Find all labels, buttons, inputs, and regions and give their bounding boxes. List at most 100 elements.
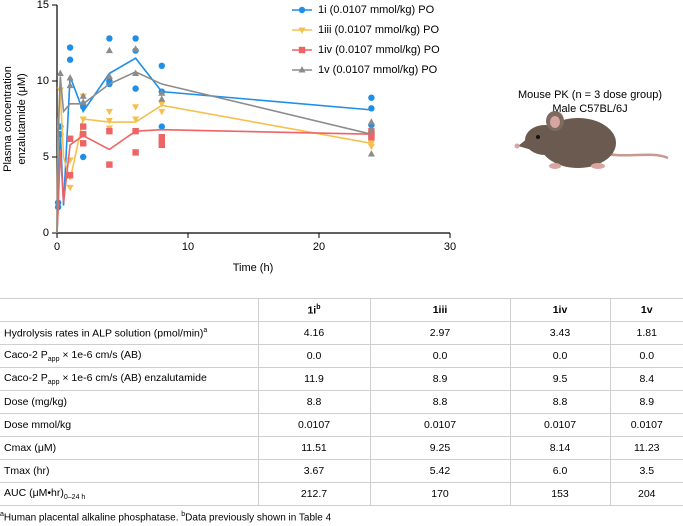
text: 3.43 — [549, 327, 571, 339]
text: 6.0 — [552, 465, 568, 477]
text: Dose (mg/kg) — [4, 396, 68, 408]
table-cell: 4.16 — [257, 321, 371, 345]
data-point — [158, 123, 165, 130]
data-point — [79, 116, 87, 123]
data-table: 1ib 1iii 1iv 1v Hydrolysis rates in ALP solu… — [0, 298, 683, 506]
x-tick-label: 30 — [444, 241, 456, 253]
data-point — [158, 62, 165, 69]
data-point — [367, 125, 375, 133]
data-point — [132, 149, 139, 156]
y-tick-label: 10 — [37, 75, 49, 87]
text: 0–24 h — [63, 494, 86, 502]
table-row: AUC (μM•hr)0–24 h 212.7 170 153 204 — [0, 482, 683, 506]
data-point — [66, 44, 74, 51]
table-cell: 9.5 — [509, 367, 611, 391]
text: app — [47, 379, 60, 387]
table-cell: 5.42 — [369, 459, 511, 483]
data-point — [66, 172, 74, 179]
data-point — [367, 150, 375, 157]
data-point — [106, 161, 113, 168]
text: 1iv — [552, 304, 568, 316]
text: 1.81 — [636, 327, 657, 339]
y-tick-label: 0 — [43, 227, 49, 239]
data-point — [106, 35, 113, 42]
table-row: Tmax (hr) 3.67 5.42 6.0 3.5 — [0, 459, 683, 483]
data-point — [158, 141, 165, 149]
table-cell: Cmax (μM) — [0, 436, 259, 460]
table-row: Dose (mg/kg) 8.8 8.8 8.8 8.9 — [0, 390, 683, 414]
table-cell: Caco-2 Papp × 1e-6 cm/s (AB) enzalutamid… — [0, 367, 259, 391]
text: Hydrolysis rates in ALP solution (pmol/m… — [4, 327, 204, 340]
text: 11.9 — [304, 373, 324, 385]
legend-label: 1v (0.0107 mmol/kg) PO — [318, 64, 438, 76]
text: app — [47, 356, 60, 364]
text: 8.9 — [432, 373, 448, 385]
text: 8.4 — [639, 373, 655, 385]
text: 204 — [637, 488, 656, 500]
table-cell: 1iv — [509, 298, 611, 322]
table-cell: 0.0 — [369, 344, 511, 368]
text: Tmax (hr) — [4, 465, 50, 477]
text: 9.5 — [552, 373, 568, 385]
data-point — [132, 69, 140, 76]
text: b — [181, 511, 186, 518]
text: 9.25 — [429, 442, 451, 454]
text: 170 — [431, 488, 449, 500]
table-cell: Tmax (hr) — [0, 459, 259, 483]
text: AUC (μM•hr) — [4, 486, 64, 499]
text: 1v — [640, 304, 653, 316]
data-point — [79, 92, 87, 99]
text: 2.97 — [429, 327, 451, 339]
data-point — [105, 108, 113, 116]
table-cell: 1ib — [257, 298, 371, 322]
legend-marker — [298, 66, 306, 73]
text: Dose mmol/kg — [4, 419, 72, 431]
text: b — [316, 303, 321, 311]
data-point — [80, 123, 87, 130]
table-cell: 170 — [369, 482, 511, 506]
table-cell: 11.23 — [609, 436, 683, 460]
legend-label: 1i (0.0107 mmol/kg) PO — [318, 4, 435, 16]
text: 0.0 — [639, 350, 655, 362]
text: 8.8 — [552, 396, 568, 408]
table-cell: Caco-2 Papp × 1e-6 cm/s (AB) — [0, 344, 259, 368]
mean-line — [56, 70, 372, 234]
data-point — [158, 108, 166, 116]
table-cell: 0.0107 — [369, 413, 511, 437]
data-point — [79, 98, 87, 105]
table-cell: 8.8 — [369, 390, 511, 414]
text: Data previously shown in Table 4 — [185, 512, 332, 524]
text: 11.23 — [634, 442, 660, 454]
data-point — [66, 74, 74, 81]
text: a — [0, 511, 4, 518]
x-tick-label: 20 — [313, 241, 325, 253]
text: 0.0107 — [630, 419, 663, 431]
data-point — [367, 118, 375, 125]
table-cell: 153 — [509, 482, 611, 506]
table-cell: 0.0 — [257, 344, 371, 368]
text: 0.0 — [432, 350, 448, 362]
data-point — [368, 105, 375, 112]
table-cell: 3.43 — [509, 321, 611, 345]
table-cell: AUC (μM•hr)0–24 h — [0, 482, 259, 506]
text: 0.0107 — [297, 419, 331, 431]
y-axis-label: Plasma concentration — [2, 66, 14, 172]
data-point — [80, 140, 87, 147]
data-point — [367, 143, 375, 151]
table-cell: Hydrolysis rates in ALP solution (pmol/m… — [0, 321, 259, 345]
mouse-caption: Male C57BL/6J — [552, 103, 627, 115]
data-point — [368, 94, 375, 101]
table-cell: Dose (mg/kg) — [0, 390, 259, 414]
data-point — [56, 69, 64, 76]
y-axis-label: enzalutamide (μM) — [16, 73, 28, 164]
table-cell: 1iii — [369, 298, 511, 322]
table-cell: Dose mmol/kg — [0, 413, 259, 437]
data-point — [66, 184, 74, 192]
table-row: Hydrolysis rates in ALP solution (pmol/m… — [0, 321, 683, 345]
text: 0.0 — [552, 350, 568, 362]
text: 0.0 — [306, 350, 322, 362]
y-tick-label: 15 — [37, 0, 49, 11]
text: 1i — [307, 304, 317, 317]
text: 3.5 — [639, 465, 655, 477]
mouse-illustration — [514, 111, 669, 169]
